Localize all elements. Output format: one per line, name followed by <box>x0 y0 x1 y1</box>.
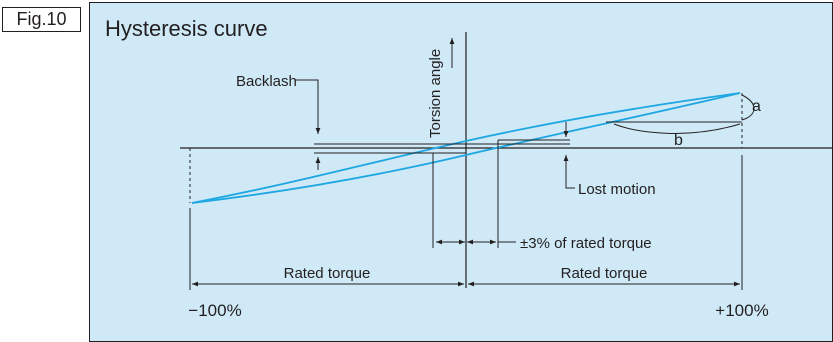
rated-torque-right-label: Rated torque <box>561 265 648 282</box>
backlash-label: Backlash <box>236 73 297 90</box>
threshold-label: ±3% of rated torque <box>520 235 652 252</box>
lost-motion-label: Lost motion <box>578 181 656 198</box>
hysteresis-loading-curve <box>191 92 741 204</box>
a-dimension-arc <box>741 94 755 121</box>
b-dimension-arc <box>613 123 741 134</box>
minus-100-label: −100% <box>188 301 241 320</box>
figure-number-label: Fig.10 <box>2 7 81 32</box>
hysteresis-unloading-curve <box>191 92 741 204</box>
rated-torque-left-label: Rated torque <box>284 265 371 282</box>
backlash-leader-line <box>295 79 321 134</box>
y-axis-label: Torsion angle <box>427 49 444 138</box>
plus-100-label: +100% <box>715 301 768 320</box>
a-label: a <box>752 98 761 115</box>
diagram-title: Hysteresis curve <box>105 16 268 41</box>
b-label: b <box>674 132 683 149</box>
lost-motion-leader-line <box>565 157 575 189</box>
